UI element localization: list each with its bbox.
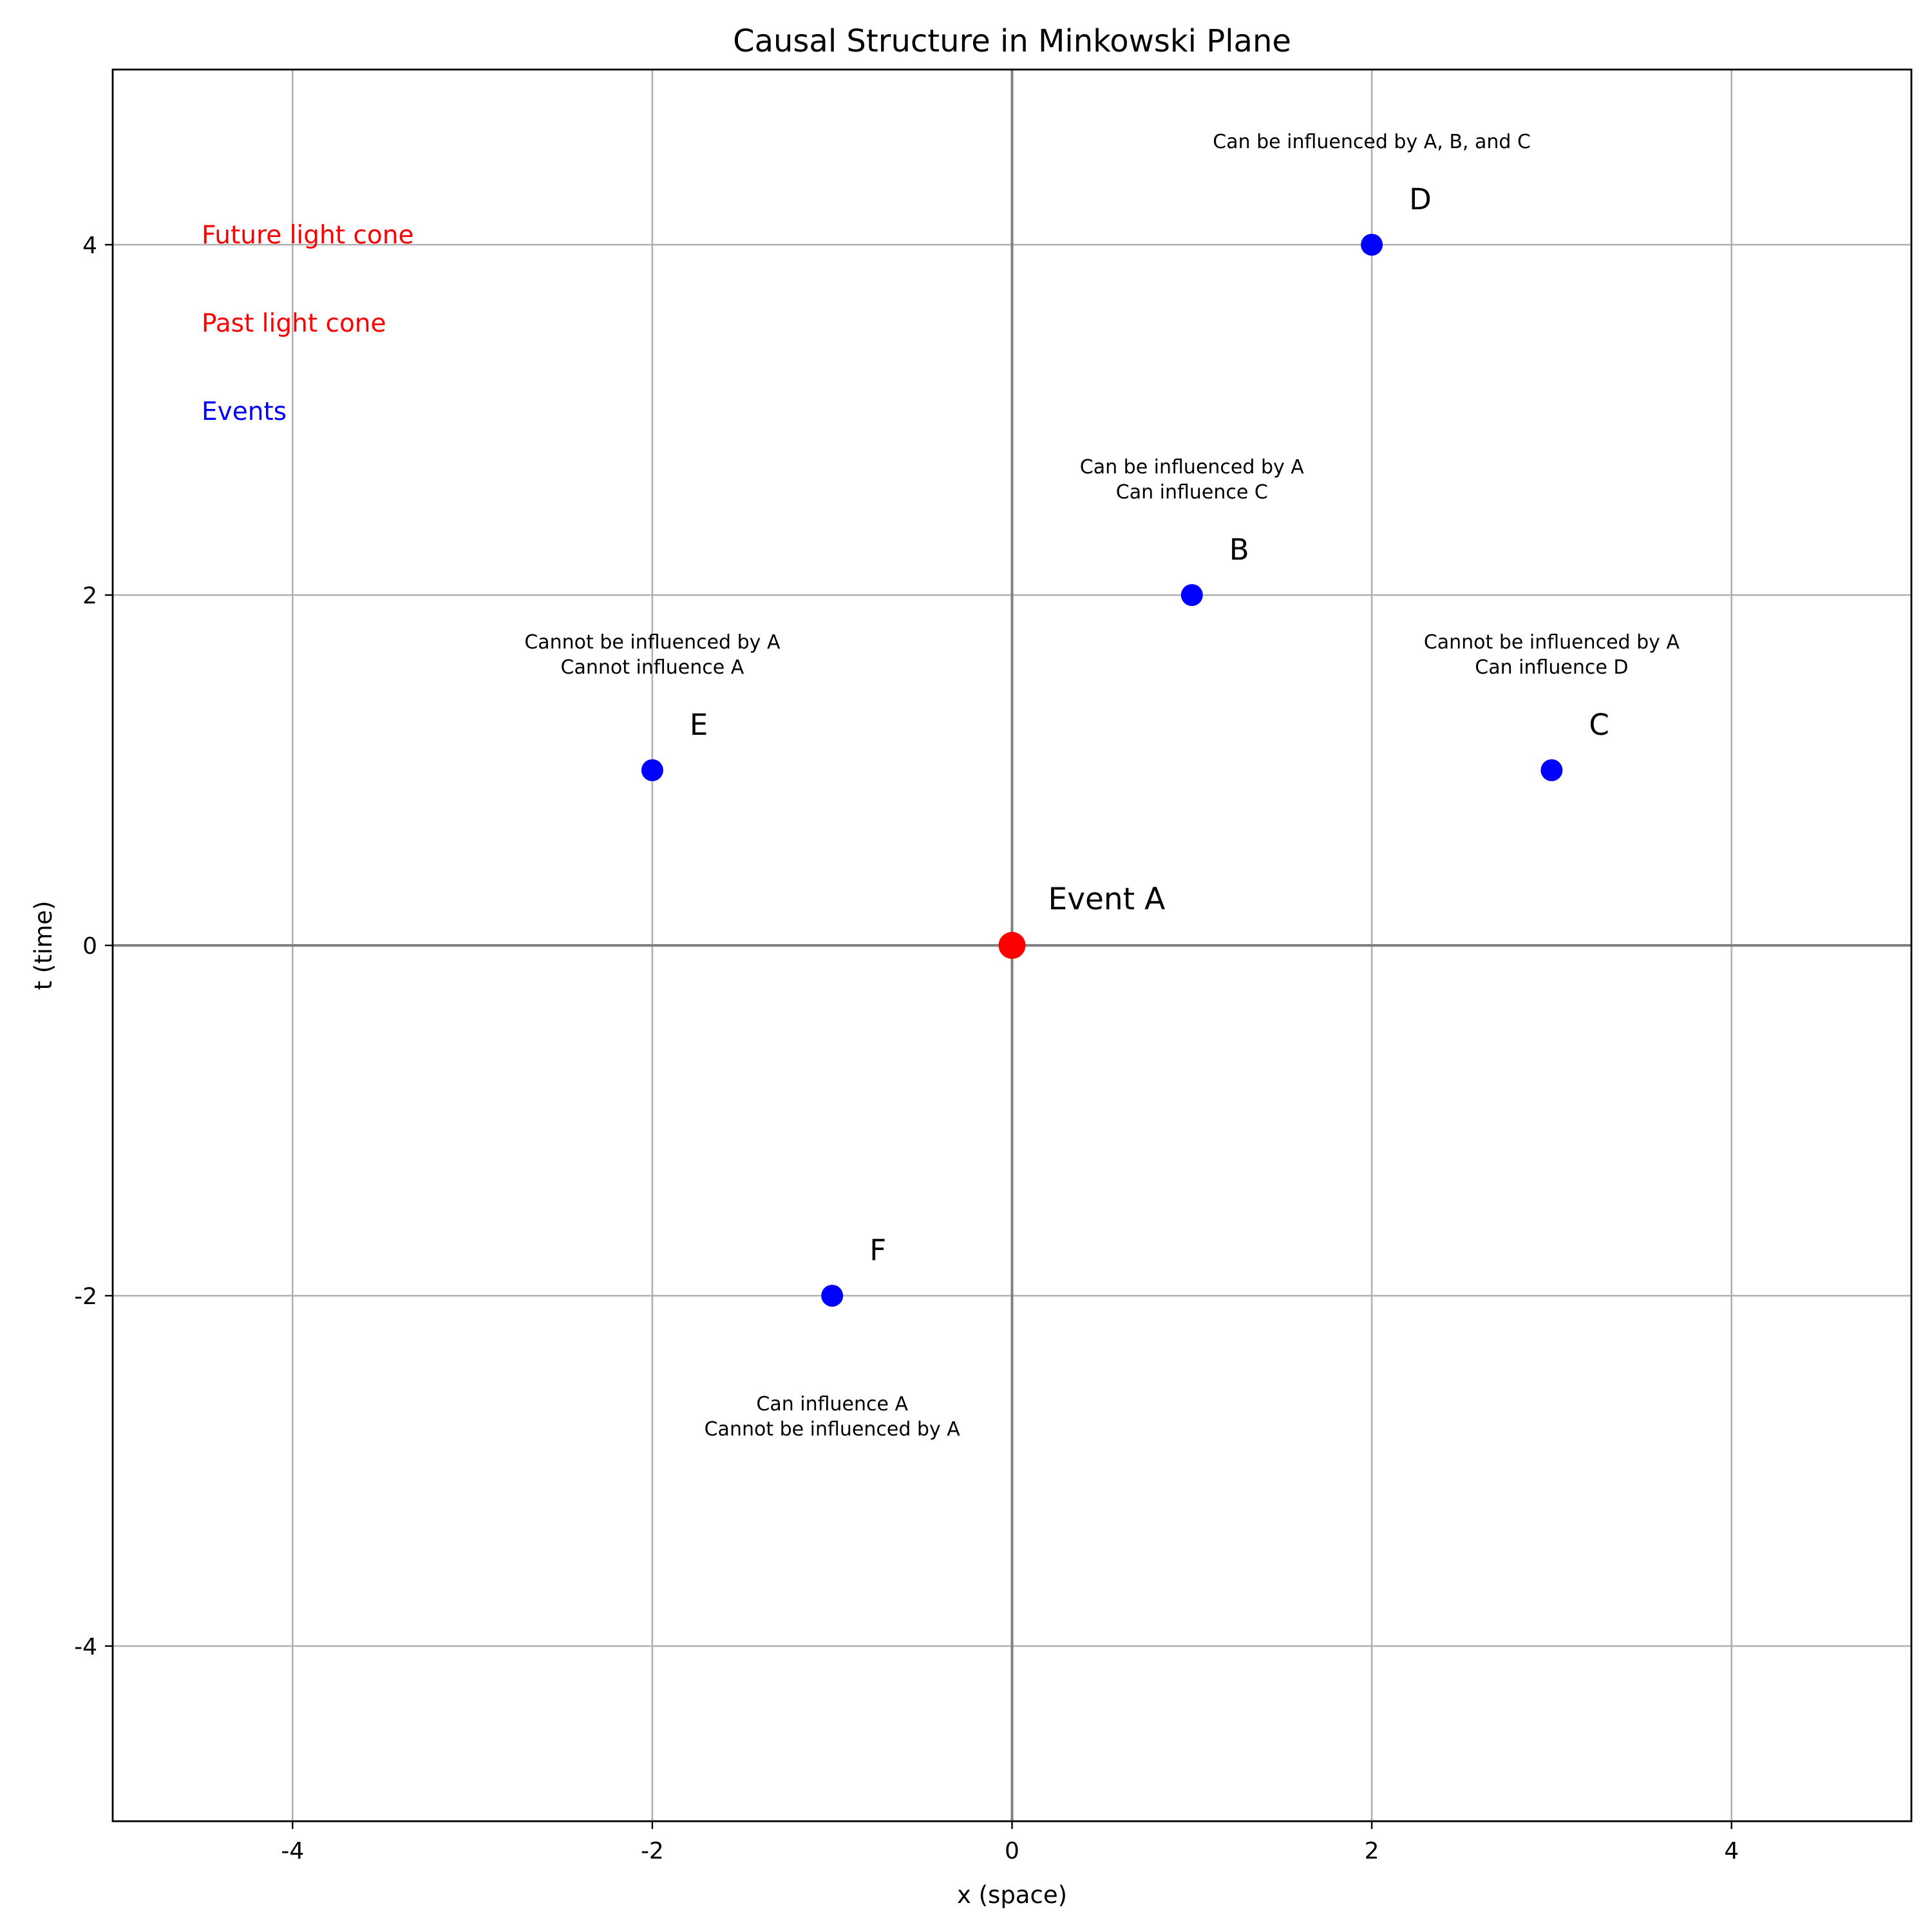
event-f-point (821, 1285, 844, 1307)
event-b-note: Can be influenced by A (1080, 456, 1305, 478)
event-points (641, 234, 1563, 1307)
y-tick-label: 0 (82, 933, 97, 960)
legend-entry: Future light cone (202, 221, 413, 250)
event-c-note: Cannot be influenced by A (1424, 631, 1680, 654)
x-tick-label: 0 (1005, 1838, 1019, 1864)
event-c-note: Can influence D (1475, 656, 1628, 679)
y-tick-label: 4 (82, 232, 97, 259)
event-b-label: B (1229, 533, 1249, 567)
event-c-label: C (1589, 708, 1609, 742)
legend-entry: Events (202, 397, 287, 426)
event-f-note: Can influence A (756, 1393, 908, 1416)
legend: Future light cone Past light cone Events (202, 221, 413, 426)
event-d-point (1361, 234, 1383, 256)
event-labels: Event A B C D E F (690, 182, 1609, 1267)
legend-entry: Past light cone (202, 309, 386, 338)
y-tick-label: -4 (74, 1634, 97, 1660)
y-tick-label: 2 (82, 583, 97, 609)
x-tick-label: -2 (641, 1838, 664, 1864)
event-f-note: Cannot be influenced by A (705, 1418, 961, 1441)
event-notes: Can be influenced by A Can influence C Can… (524, 131, 1680, 1441)
ticks: -4 -2 0 2 4 -4 -2 0 2 4 (74, 232, 1739, 1864)
y-tick-label: -2 (74, 1283, 97, 1310)
event-e-note: Cannot influence A (561, 656, 744, 679)
event-b-note: Can influence C (1116, 481, 1268, 504)
event-d-label: D (1409, 182, 1432, 216)
x-tick-label: -4 (281, 1838, 304, 1864)
x-tick-label: 4 (1724, 1838, 1739, 1864)
x-tick-label: 2 (1365, 1838, 1379, 1864)
event-c-point (1540, 759, 1563, 781)
event-e-note: Cannot be influenced by A (524, 631, 781, 654)
chart-title: Causal Structure in Minkowski Plane (733, 23, 1291, 59)
event-e-label: E (690, 708, 708, 742)
event-d-note: Can be influenced by A, B, and C (1213, 131, 1531, 153)
y-axis-label: t (time) (30, 901, 57, 990)
x-axis-label: x (space) (957, 1881, 1067, 1909)
event-b-point (1180, 584, 1203, 606)
event-a-point (998, 932, 1026, 959)
event-e-point (641, 759, 663, 781)
event-a-label: Event A (1048, 882, 1166, 917)
event-f-label: F (869, 1233, 886, 1267)
